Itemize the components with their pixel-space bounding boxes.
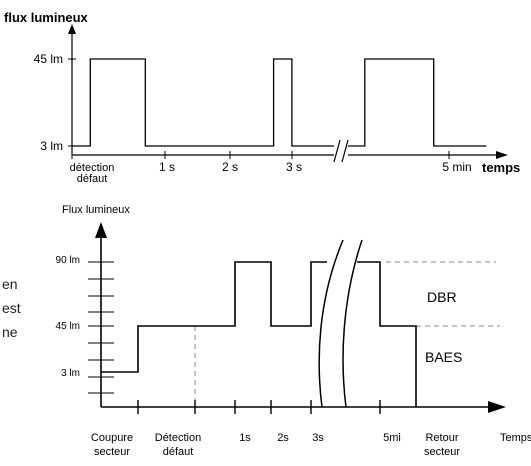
- bottom-chart-x-axis-arrow: [488, 401, 506, 413]
- bottom-chart-signal-line-after-break: [357, 261, 417, 407]
- bottom-chart-ytick-label-45: 45 lm: [56, 321, 80, 332]
- bottom-chart-ylabel: Flux lumineux: [62, 204, 130, 216]
- top-chart-xtick-label-2s: 2 s: [222, 160, 238, 174]
- bottom-chart-xtick-label-3s: 3s: [312, 432, 324, 444]
- bottom-chart-y-axis-arrow: [95, 222, 107, 238]
- top-chart-ytick-label-45: 45 lm: [34, 52, 63, 66]
- top-chart-ytick-label-3: 3 lm: [40, 139, 63, 153]
- bottom-chart-xtick-label-5mi: 5mi: [383, 432, 401, 444]
- bottom-chart-xtick-label-coupure: Coupure secteur: [91, 432, 133, 458]
- bottom-chart-y-ticks: [88, 261, 114, 394]
- side-text-3: ne: [2, 324, 18, 340]
- bottom-chart: Flux lumineux 90 lm 45 lm 3 lm: [56, 204, 531, 458]
- top-chart-xlabel: temps: [482, 160, 520, 175]
- bottom-chart-xtick-label-1s: 1s: [239, 432, 251, 444]
- top-chart-xtick-label-1s: 1 s: [159, 160, 175, 174]
- side-text-1: en: [2, 276, 18, 292]
- bottom-chart-region-dbr: DBR: [427, 289, 457, 305]
- bottom-chart-xlabel: Temps: [500, 432, 531, 444]
- bottom-chart-xtick-label-retour: Retour secteur: [424, 432, 460, 458]
- top-chart-y-axis-arrow: [68, 24, 76, 34]
- bottom-chart-signal-line: [101, 261, 327, 373]
- top-chart-xtick-label-detection: détection défaut: [70, 162, 115, 185]
- top-chart-x-axis-arrow: [496, 151, 508, 159]
- bottom-chart-xtick-label-2s: 2s: [277, 432, 289, 444]
- bottom-chart-x-ticks: [137, 400, 381, 414]
- top-chart-xtick-label-5min: 5 min: [442, 160, 471, 174]
- side-text-2: est: [2, 300, 21, 316]
- bottom-chart-xtick-label-detection: Détection défaut: [155, 432, 201, 458]
- bottom-chart-ytick-label-3: 3 lm: [61, 368, 80, 379]
- top-chart-signal-line: [72, 58, 487, 147]
- top-chart: flux lumineux 45 lm 3 lm détection défaut…: [4, 10, 520, 185]
- top-chart-axis-break: [333, 139, 349, 163]
- bottom-chart-ytick-label-90: 90 lm: [56, 255, 80, 266]
- bottom-chart-region-baes: BAES: [425, 349, 462, 365]
- bottom-chart-axis-break: [318, 239, 363, 408]
- top-chart-ylabel: flux lumineux: [4, 10, 89, 25]
- top-chart-xtick-label-3s: 3 s: [286, 160, 302, 174]
